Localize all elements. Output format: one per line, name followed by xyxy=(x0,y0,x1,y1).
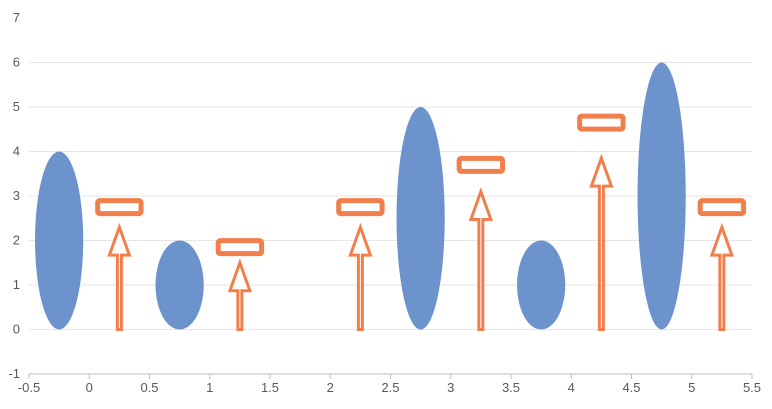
arrow-marker xyxy=(456,155,506,331)
ellipse-point xyxy=(637,62,686,330)
x-tick-label: -0.5 xyxy=(18,380,40,395)
ellipse-point xyxy=(517,240,566,330)
y-tick-label: 1 xyxy=(13,277,20,292)
arrow-marker xyxy=(697,198,747,331)
y-tick-label: 5 xyxy=(13,99,20,114)
x-tick-label: 2.5 xyxy=(381,380,399,395)
bar-marker xyxy=(577,113,626,132)
arrow-series xyxy=(95,113,747,331)
arrow-shape xyxy=(468,187,494,331)
arrow-shape xyxy=(348,222,373,331)
x-tick-label: 1.5 xyxy=(261,380,279,395)
arrow-marker xyxy=(215,238,265,331)
arrow-marker xyxy=(336,198,385,331)
arrow-marker xyxy=(95,198,144,331)
bar-marker xyxy=(95,198,144,217)
arrow-shape xyxy=(107,222,132,331)
y-tick-label: -1 xyxy=(8,366,20,381)
y-tick-label: 4 xyxy=(13,144,20,159)
ellipse-point xyxy=(396,107,445,330)
x-tick-label: 1 xyxy=(206,380,213,395)
arrow-shape xyxy=(709,222,735,331)
arrow-shape xyxy=(227,258,253,331)
x-axis: -0.5 0 0.5 1 1.5 2 2.5 3 3.5 4 4.5 5 5.5 xyxy=(18,373,761,395)
x-tick-label: 2 xyxy=(327,380,334,395)
arrow-shape xyxy=(589,153,614,331)
x-tick-label: 5.5 xyxy=(743,380,761,395)
x-tick-label: 4.5 xyxy=(622,380,640,395)
y-tick-label: 6 xyxy=(13,55,20,70)
arrow-marker xyxy=(577,113,626,331)
bar-marker xyxy=(456,155,506,174)
ellipse-point xyxy=(155,240,204,330)
y-axis-ticks: -1 0 1 2 3 4 5 6 7 xyxy=(8,10,20,381)
y-tick-label: 0 xyxy=(13,322,20,337)
y-tick-label: 3 xyxy=(13,188,20,203)
x-tick-label: 3 xyxy=(447,380,454,395)
y-tick-label: 2 xyxy=(13,233,20,248)
y-tick-label: 7 xyxy=(13,10,20,25)
x-tick-label: 3.5 xyxy=(502,380,520,395)
x-tick-label: 5 xyxy=(688,380,695,395)
bar-marker xyxy=(215,238,265,257)
gridlines xyxy=(29,62,752,330)
bar-marker xyxy=(336,198,385,217)
x-tick-label: 0 xyxy=(86,380,93,395)
bar-marker xyxy=(697,198,747,217)
ellipse-series xyxy=(35,62,686,330)
ellipse-point xyxy=(35,151,84,330)
x-tick-label: 0.5 xyxy=(140,380,158,395)
x-tick-label: 4 xyxy=(568,380,575,395)
